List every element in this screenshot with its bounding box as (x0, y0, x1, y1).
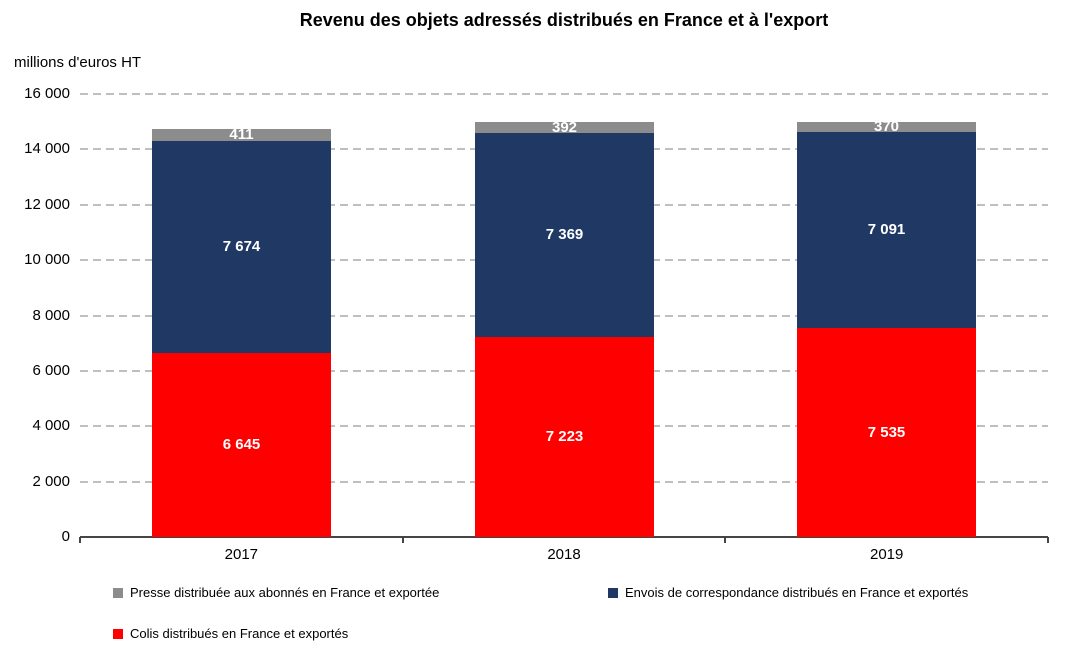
y-axis-tick-label: 6 000 (32, 361, 70, 379)
legend-row: Colis distribués en France et exportés (113, 626, 1053, 641)
legend-label: Presse distribuée aux abonnés en France … (130, 585, 440, 600)
y-axis-tick-label: 0 (61, 528, 70, 545)
legend-row: Presse distribuée aux abonnés en France … (113, 585, 1053, 600)
legend-label: Colis distribués en France et exportés (130, 626, 349, 641)
x-axis-tick (79, 537, 81, 543)
legend-marker (113, 587, 123, 598)
y-axis-tick-label: 8 000 (32, 306, 70, 324)
legend-marker (608, 587, 618, 598)
bar-segment (475, 337, 654, 537)
legend-item: Envois de correspondance distribués en F… (608, 585, 968, 600)
legend-item: Colis distribués en France et exportés (113, 626, 608, 641)
x-axis-label: 2018 (547, 546, 581, 563)
bar-segment (797, 132, 976, 329)
chart-title: Revenu des objets adressés distribués en… (299, 10, 829, 30)
bar-segment (152, 140, 331, 354)
gridline (80, 93, 1048, 95)
bar-segment (152, 129, 331, 141)
bar-segment (475, 133, 654, 338)
y-axis-tick-label: 16 000 (24, 85, 70, 102)
legend-label: Envois de correspondance distribués en F… (625, 585, 969, 600)
legend: Presse distribuée aux abonnés en France … (113, 585, 1053, 641)
y-axis-tick-label: 12 000 (24, 195, 70, 213)
x-axis-tick (724, 537, 727, 543)
y-axis-tick-label: 10 000 (24, 251, 70, 269)
x-axis-label: 2017 (224, 546, 259, 563)
y-axis-unit-label: millions d'euros HT (14, 54, 142, 71)
x-axis-line (80, 536, 1048, 538)
bar-segment (797, 328, 976, 537)
bar-segment (475, 122, 654, 133)
plot-area: 6 645 7 674 411 7 223 7 369 392 7 535 7 091 370 (79, 93, 1049, 543)
legend-marker (113, 628, 123, 639)
y-axis-tick-label: 2 000 (32, 472, 70, 490)
x-axis-labels: 2017 2018 2019 (80, 546, 1048, 563)
x-axis-label: 2019 (869, 546, 904, 563)
y-axis-tick-label: 4 000 (32, 417, 70, 435)
y-axis-tick-labels: 0 2 000 4 000 6 000 8 000 10 000 12 000 14 000 1… (0, 85, 70, 545)
legend-item: Presse distribuée aux abonnés en France … (113, 585, 608, 600)
x-axis-tick (1047, 537, 1049, 543)
y-axis-tick-label: 14 000 (24, 140, 70, 158)
x-axis-tick (401, 537, 404, 543)
bar-segment (797, 121, 976, 133)
bar-segment (152, 353, 331, 537)
